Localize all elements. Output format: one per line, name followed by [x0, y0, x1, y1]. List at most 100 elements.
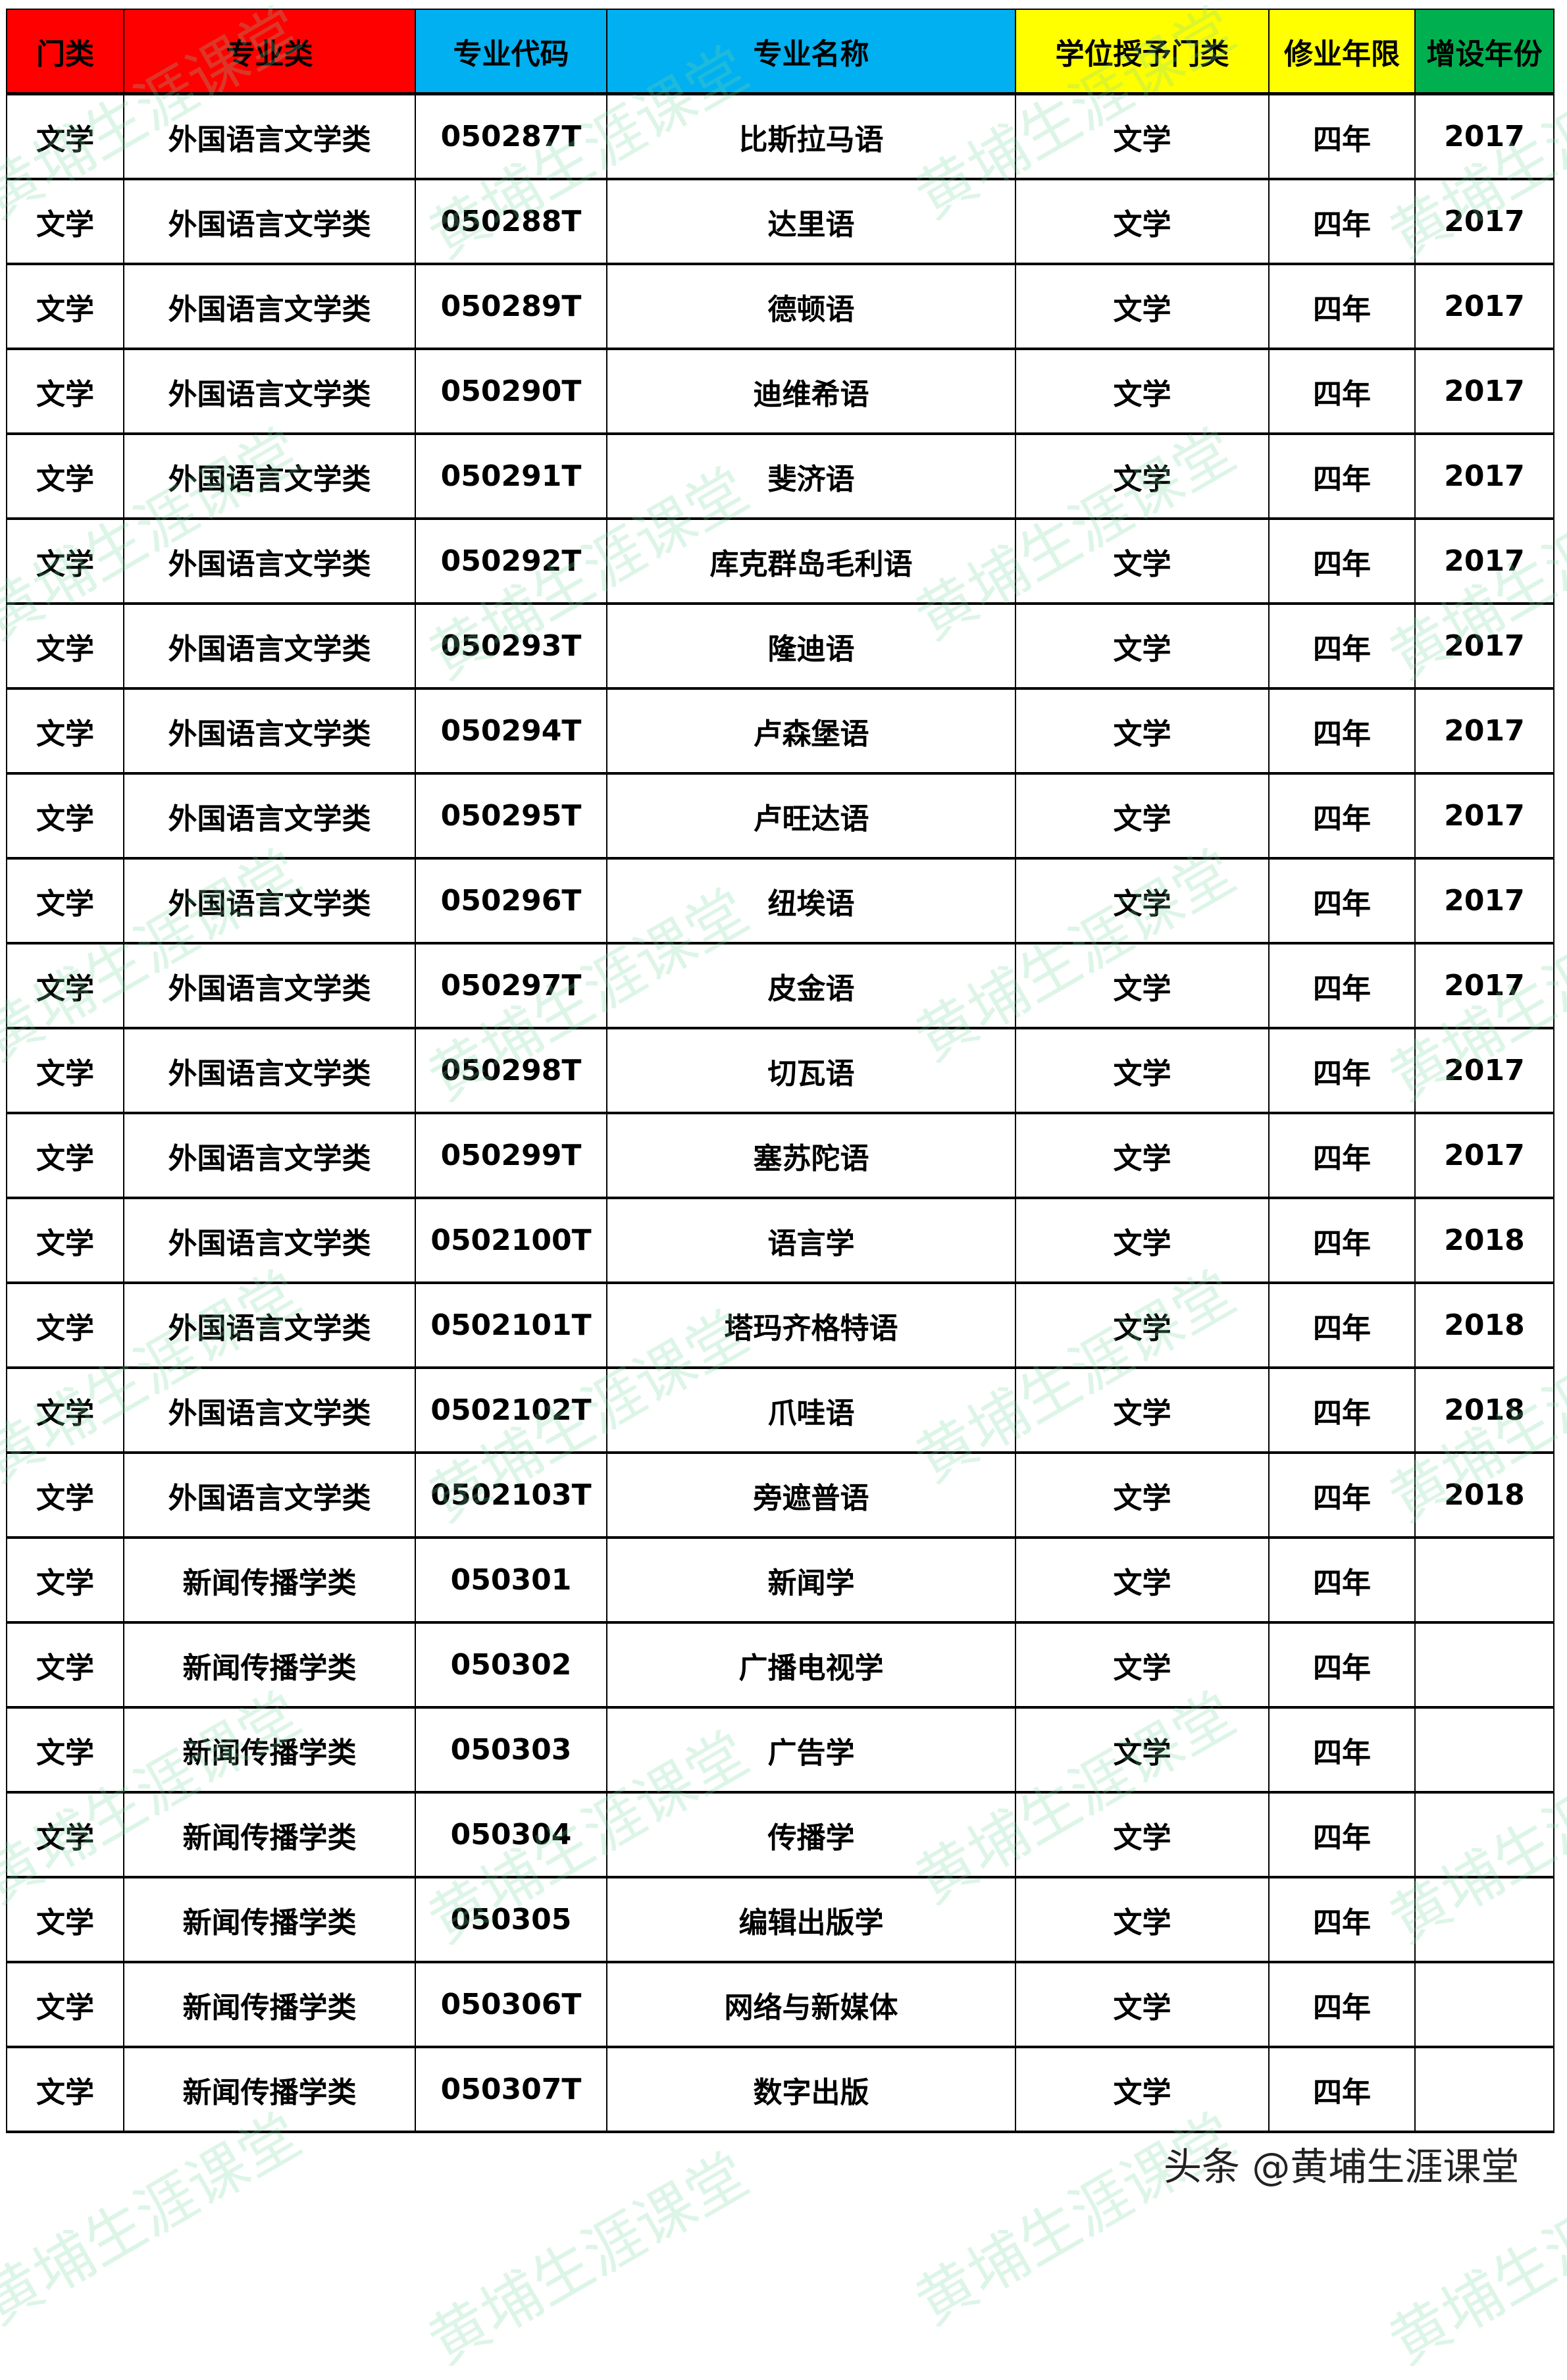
cell-degree-category: 文学 [1015, 1282, 1270, 1369]
cell-major-class: 新闻传播学类 [123, 1707, 416, 1794]
cell-duration: 四年 [1268, 603, 1416, 690]
cell-category: 文学 [6, 1367, 124, 1454]
table-row: 文学 外国语言文学类 050296T 纽埃语 文学 四年 2017 [6, 858, 1554, 944]
cell-major-name: 达里语 [606, 178, 1016, 265]
cell-degree-category: 文学 [1015, 688, 1270, 775]
table-row: 文学 外国语言文学类 050289T 德顿语 文学 四年 2017 [6, 263, 1554, 350]
cell-major-code: 050302 [415, 1622, 607, 1709]
cell-category: 文学 [6, 1961, 124, 2048]
cell-duration: 四年 [1268, 773, 1416, 860]
cell-duration: 四年 [1268, 518, 1416, 605]
cell-major-class: 外国语言文学类 [123, 688, 416, 775]
cell-category: 文学 [6, 1876, 124, 1963]
table-row: 文学 外国语言文学类 0502101T 塔玛齐格特语 文学 四年 2018 [6, 1282, 1554, 1369]
cell-major-class: 外国语言文学类 [123, 348, 416, 435]
cell-degree-category: 文学 [1015, 1622, 1270, 1709]
cell-major-name: 塔玛齐格特语 [606, 1282, 1016, 1369]
cell-category: 文学 [6, 348, 124, 435]
cell-category: 文学 [6, 858, 124, 944]
cell-major-class: 新闻传播学类 [123, 2046, 416, 2133]
cell-degree-category: 文学 [1015, 1792, 1270, 1878]
cell-duration: 四年 [1268, 263, 1416, 350]
cell-duration: 四年 [1268, 858, 1416, 944]
cell-year-added: 2017 [1414, 603, 1554, 690]
table-row: 文学 外国语言文学类 0502100T 语言学 文学 四年 2018 [6, 1197, 1554, 1284]
cell-category: 文学 [6, 773, 124, 860]
cell-major-name: 新闻学 [606, 1537, 1016, 1624]
cell-major-class: 外国语言文学类 [123, 1197, 416, 1284]
cell-major-name: 塞苏陀语 [606, 1112, 1016, 1199]
cell-major-name: 旁遮普语 [606, 1452, 1016, 1539]
table-row: 文学 外国语言文学类 050297T 皮金语 文学 四年 2017 [6, 943, 1554, 1029]
cell-major-name: 爪哇语 [606, 1367, 1016, 1454]
cell-major-code: 050296T [415, 858, 607, 944]
cell-major-code: 050299T [415, 1112, 607, 1199]
cell-duration: 四年 [1268, 1707, 1416, 1794]
table-row: 文学 新闻传播学类 050307T 数字出版 文学 四年 [6, 2046, 1554, 2133]
cell-degree-category: 文学 [1015, 348, 1270, 435]
table-row: 文学 新闻传播学类 050304 传播学 文学 四年 [6, 1792, 1554, 1878]
cell-degree-category: 文学 [1015, 93, 1270, 180]
cell-category: 文学 [6, 433, 124, 520]
cell-duration: 四年 [1268, 1367, 1416, 1454]
cell-major-class: 新闻传播学类 [123, 1792, 416, 1878]
cell-major-code: 050303 [415, 1707, 607, 1794]
cell-duration: 四年 [1268, 1027, 1416, 1114]
cell-major-name: 卢旺达语 [606, 773, 1016, 860]
cell-category: 文学 [6, 1452, 124, 1539]
cell-degree-category: 文学 [1015, 178, 1270, 265]
cell-degree-category: 文学 [1015, 1537, 1270, 1624]
cell-major-class: 新闻传播学类 [123, 1622, 416, 1709]
cell-major-name: 传播学 [606, 1792, 1016, 1878]
cell-major-name: 卢森堡语 [606, 688, 1016, 775]
cell-year-added: 2017 [1414, 943, 1554, 1029]
table-row: 文学 新闻传播学类 050301 新闻学 文学 四年 [6, 1537, 1554, 1624]
cell-major-class: 外国语言文学类 [123, 858, 416, 944]
cell-major-class: 外国语言文学类 [123, 178, 416, 265]
table-row: 文学 外国语言文学类 050292T 库克群岛毛利语 文学 四年 2017 [6, 518, 1554, 605]
cell-major-code: 050293T [415, 603, 607, 690]
cell-major-class: 外国语言文学类 [123, 93, 416, 180]
cell-duration: 四年 [1268, 1112, 1416, 1199]
table-row: 文学 外国语言文学类 0502102T 爪哇语 文学 四年 2018 [6, 1367, 1554, 1454]
cell-category: 文学 [6, 1622, 124, 1709]
header-category: 门类 [6, 9, 124, 95]
cell-degree-category: 文学 [1015, 518, 1270, 605]
cell-degree-category: 文学 [1015, 1876, 1270, 1963]
cell-duration: 四年 [1268, 1961, 1416, 2048]
cell-major-code: 0502100T [415, 1197, 607, 1284]
cell-year-added: 2017 [1414, 263, 1554, 350]
cell-degree-category: 文学 [1015, 263, 1270, 350]
cell-major-class: 新闻传播学类 [123, 1961, 416, 2048]
table-row: 文学 外国语言文学类 0502103T 旁遮普语 文学 四年 2018 [6, 1452, 1554, 1539]
cell-year-added: 2018 [1414, 1282, 1554, 1369]
cell-major-class: 外国语言文学类 [123, 1282, 416, 1369]
cell-major-class: 外国语言文学类 [123, 1452, 416, 1539]
header-year-added: 增设年份 [1414, 9, 1554, 95]
cell-degree-category: 文学 [1015, 943, 1270, 1029]
cell-major-class: 外国语言文学类 [123, 1367, 416, 1454]
cell-degree-category: 文学 [1015, 858, 1270, 944]
cell-year-added: 2017 [1414, 178, 1554, 265]
cell-major-name: 数字出版 [606, 2046, 1016, 2133]
cell-major-class: 新闻传播学类 [123, 1537, 416, 1624]
cell-year-added: 2017 [1414, 348, 1554, 435]
cell-duration: 四年 [1268, 1452, 1416, 1539]
cell-major-class: 外国语言文学类 [123, 773, 416, 860]
cell-major-name: 广播电视学 [606, 1622, 1016, 1709]
cell-duration: 四年 [1268, 178, 1416, 265]
table-row: 文学 新闻传播学类 050303 广告学 文学 四年 [6, 1707, 1554, 1794]
cell-major-name: 网络与新媒体 [606, 1961, 1016, 2048]
cell-duration: 四年 [1268, 1197, 1416, 1284]
cell-year-added: 2017 [1414, 1112, 1554, 1199]
cell-degree-category: 文学 [1015, 1367, 1270, 1454]
cell-year-added: 2018 [1414, 1452, 1554, 1539]
cell-major-name: 库克群岛毛利语 [606, 518, 1016, 605]
watermark-text: 黄埔生涯课堂 [417, 2140, 760, 2378]
cell-degree-category: 文学 [1015, 603, 1270, 690]
table-row: 文学 外国语言文学类 050288T 达里语 文学 四年 2017 [6, 178, 1554, 265]
cell-year-added [1414, 1961, 1554, 2048]
cell-category: 文学 [6, 1027, 124, 1114]
cell-major-code: 050306T [415, 1961, 607, 2048]
header-degree-category: 学位授予门类 [1015, 9, 1270, 95]
